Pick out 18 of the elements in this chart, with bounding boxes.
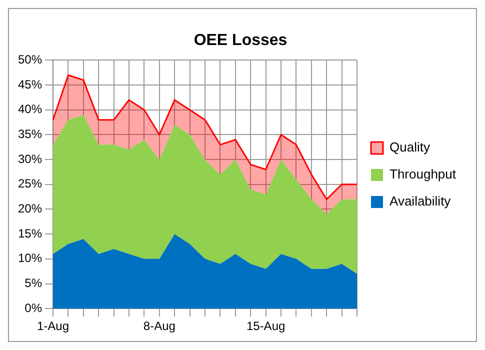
y-tick-label: 15% <box>18 226 42 240</box>
chart-title: OEE Losses <box>194 32 288 50</box>
y-tick-label: 0% <box>24 300 42 315</box>
legend-label: Availability <box>390 194 452 209</box>
x-tick-label: 15-Aug <box>246 319 286 334</box>
x-tick-label: 8-Aug <box>143 319 176 334</box>
y-tick-label: 5% <box>24 276 42 290</box>
y-tick-label: 50% <box>18 52 42 67</box>
y-tick-label: 10% <box>18 251 42 266</box>
y-tick-label: 45% <box>18 77 42 92</box>
y-tick-label: 30% <box>18 152 42 166</box>
y-tick-label: 25% <box>18 176 42 191</box>
x-tick-label: 1-Aug <box>37 319 70 334</box>
y-tick-label: 35% <box>18 127 42 142</box>
legend-label: Quality <box>390 140 430 155</box>
legend-label: Throughput <box>390 166 456 182</box>
y-tick-label: 20% <box>18 202 42 216</box>
y-tick-label: 40% <box>18 102 42 116</box>
